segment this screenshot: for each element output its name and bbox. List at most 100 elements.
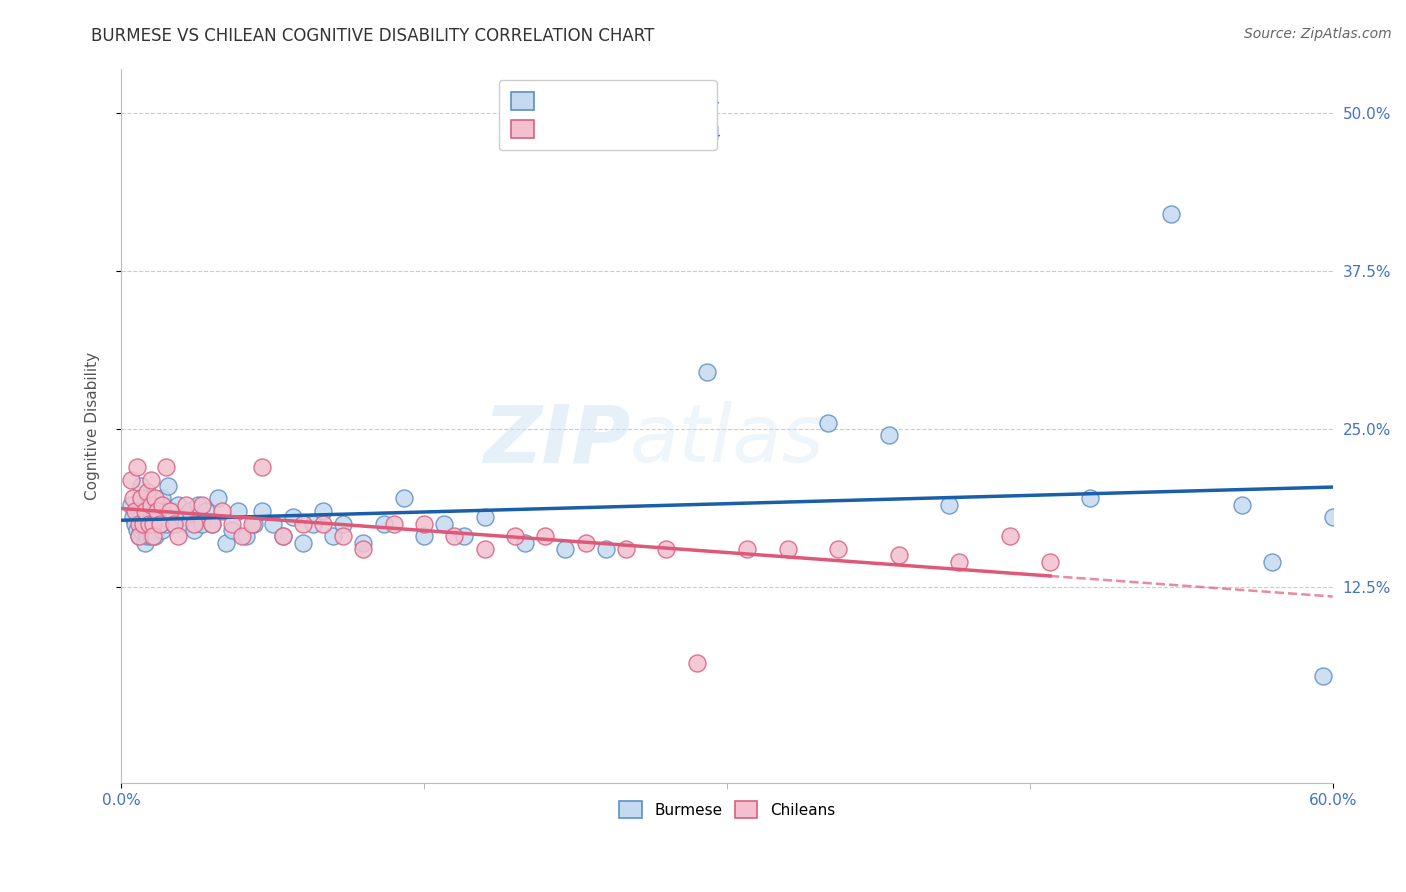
Text: Source: ZipAtlas.com: Source: ZipAtlas.com	[1244, 27, 1392, 41]
Point	[138, 516, 160, 531]
Point	[215, 535, 238, 549]
Text: ZIP: ZIP	[482, 401, 630, 479]
Legend: Burmese, Chileans: Burmese, Chileans	[612, 794, 842, 825]
Point	[134, 535, 156, 549]
Point	[138, 498, 160, 512]
Point	[322, 529, 344, 543]
Point	[136, 529, 159, 543]
Point	[148, 510, 170, 524]
Point	[655, 542, 678, 557]
Point	[453, 529, 475, 543]
Point	[162, 516, 184, 531]
Point	[156, 479, 179, 493]
Point	[131, 479, 153, 493]
Point	[122, 510, 145, 524]
Point	[174, 516, 197, 531]
Text: R =: R =	[557, 92, 588, 110]
Point	[145, 516, 167, 531]
Point	[353, 542, 375, 557]
Point	[474, 542, 496, 557]
Point	[134, 523, 156, 537]
Text: N =: N =	[661, 125, 692, 144]
Y-axis label: Cognitive Disability: Cognitive Disability	[86, 351, 100, 500]
Point	[127, 523, 149, 537]
Point	[146, 516, 169, 531]
Point	[696, 365, 718, 379]
Point	[138, 523, 160, 537]
Point	[136, 504, 159, 518]
Text: atlas: atlas	[630, 401, 825, 479]
Point	[243, 516, 266, 531]
Point	[179, 504, 201, 518]
Point	[146, 504, 169, 518]
Point	[152, 504, 174, 518]
Point	[141, 516, 163, 531]
Point	[145, 491, 167, 506]
Point	[127, 459, 149, 474]
Point	[145, 529, 167, 543]
Point	[291, 535, 314, 549]
Point	[382, 516, 405, 531]
Point	[735, 542, 758, 557]
Point	[160, 504, 183, 518]
Point	[201, 516, 224, 531]
Point	[332, 529, 354, 543]
Point	[191, 498, 214, 512]
Point	[938, 498, 960, 512]
Point	[574, 535, 596, 549]
Point	[211, 504, 233, 518]
Point	[191, 516, 214, 531]
Point	[155, 459, 177, 474]
Point	[271, 529, 294, 543]
Point	[513, 535, 536, 549]
Point	[141, 529, 163, 543]
Point	[138, 510, 160, 524]
Point	[998, 529, 1021, 543]
Point	[150, 498, 173, 512]
Point	[183, 523, 205, 537]
Text: 84: 84	[700, 92, 721, 110]
Point	[141, 504, 163, 518]
Point	[170, 510, 193, 524]
Point	[1160, 207, 1182, 221]
Point	[155, 516, 177, 531]
Text: 54: 54	[700, 125, 721, 144]
Point	[534, 529, 557, 543]
Point	[503, 529, 526, 543]
Point	[122, 491, 145, 506]
Point	[413, 529, 436, 543]
Point	[136, 485, 159, 500]
Point	[226, 504, 249, 518]
Point	[132, 498, 155, 512]
Point	[1312, 668, 1334, 682]
Point	[148, 516, 170, 531]
Point	[120, 473, 142, 487]
Point	[194, 504, 217, 518]
Point	[231, 529, 253, 543]
Point	[187, 498, 209, 512]
Point	[134, 510, 156, 524]
Point	[128, 529, 150, 543]
Point	[1080, 491, 1102, 506]
Point	[614, 542, 637, 557]
Point	[183, 516, 205, 531]
Point	[131, 523, 153, 537]
Point	[271, 529, 294, 543]
Point	[392, 491, 415, 506]
Point	[131, 491, 153, 506]
Point	[142, 491, 165, 506]
Point	[1261, 555, 1284, 569]
Point	[201, 516, 224, 531]
Point	[124, 516, 146, 531]
Point	[146, 504, 169, 518]
Point	[159, 504, 181, 518]
Point	[413, 516, 436, 531]
Point	[128, 516, 150, 531]
Point	[827, 542, 849, 557]
Point	[948, 555, 970, 569]
Point	[235, 529, 257, 543]
Point	[148, 498, 170, 512]
Point	[131, 491, 153, 506]
Text: -0.193: -0.193	[606, 125, 659, 144]
Point	[776, 542, 799, 557]
